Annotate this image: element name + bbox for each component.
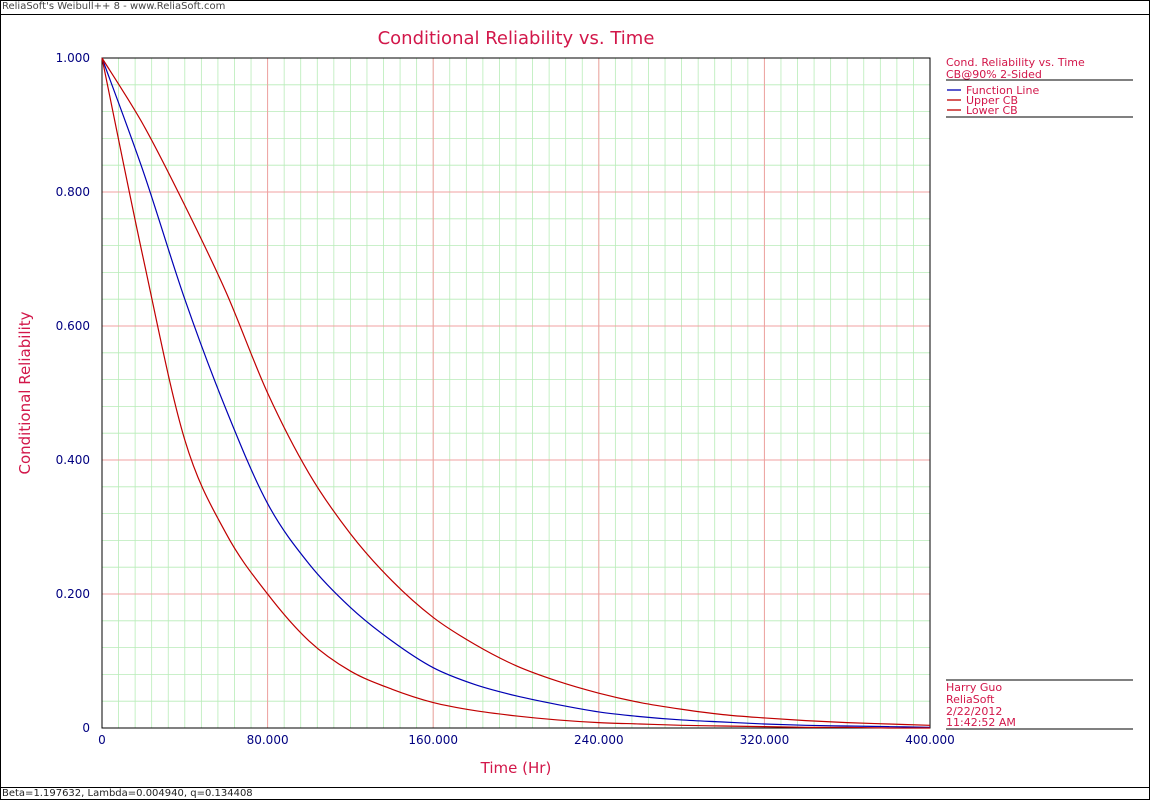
y-tick-label: 1.000	[56, 51, 90, 65]
caption-divider	[0, 14, 1150, 15]
x-tick-label: 320.000	[740, 733, 790, 747]
minor-grid	[102, 58, 930, 728]
legend-label-lower-cb: Lower CB	[966, 104, 1018, 117]
y-tick-label: 0.200	[56, 587, 90, 601]
y-tick-label: 0	[82, 721, 90, 735]
x-axis-label: Time (Hr)	[480, 759, 552, 777]
info-user: Harry Guo	[946, 681, 1002, 694]
x-tick-label: 400.000	[905, 733, 955, 747]
legend-title: Cond. Reliability vs. Time	[946, 56, 1085, 69]
status-text: Beta=1.197632, Lambda=0.004940, q=0.1344…	[2, 788, 253, 799]
legend-label-function-line: Function Line	[966, 84, 1039, 97]
info-company: ReliaSoft	[946, 693, 995, 706]
y-tick-label: 0.600	[56, 319, 90, 333]
y-axis-label: Conditional Reliability	[16, 311, 34, 474]
x-tick-label: 240.000	[574, 733, 624, 747]
series-line-lower-cb	[101, 57, 931, 729]
window-caption: ReliaSoft's Weibull++ 8 - www.ReliaSoft.…	[2, 1, 226, 12]
series-layer	[101, 57, 931, 729]
series-line-upper-cb	[101, 57, 931, 726]
legend-subtitle: CB@90% 2-Sided	[946, 68, 1042, 81]
tick-layer: 0 80.000 160.000 240.000 320.000 400.000 0 0.20…	[56, 51, 955, 747]
legend-entry-lower-cb: Lower CB	[947, 104, 1018, 117]
x-tick-label: 160.000	[408, 733, 458, 747]
status-divider	[0, 787, 1150, 788]
series-line-function-line	[101, 57, 931, 728]
chart-title: Conditional Reliability vs. Time	[378, 28, 655, 49]
legend-entry-function-line: Function Line	[947, 84, 1039, 97]
info-date: 2/22/2012	[946, 705, 1002, 718]
info-time: 11:42:52 AM	[946, 716, 1016, 729]
legend-label-upper-cb: Upper CB	[966, 94, 1018, 107]
x-tick-label: 80.000	[247, 733, 289, 747]
plot-area	[101, 57, 931, 729]
y-tick-label: 0.800	[56, 185, 90, 199]
y-tick-label: 0.400	[56, 453, 90, 467]
legend-entry-upper-cb: Upper CB	[947, 94, 1018, 107]
x-tick-label: 0	[98, 733, 106, 747]
